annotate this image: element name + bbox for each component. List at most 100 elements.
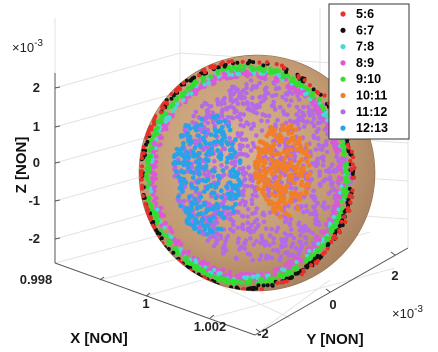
scatter-point (224, 159, 230, 165)
scatter-point (294, 205, 300, 211)
scatter-point (301, 209, 306, 215)
scatter-point (223, 118, 228, 124)
scatter-point (261, 168, 267, 174)
scatter-point (189, 214, 195, 219)
scatter-point (194, 127, 199, 133)
scatter-point (241, 178, 247, 183)
scatter-point (189, 91, 194, 96)
scatter-point (145, 207, 151, 212)
scatter-point (296, 73, 301, 79)
scatter-point (292, 119, 297, 125)
scatter-point (239, 244, 244, 250)
legend-marker (340, 11, 346, 17)
scatter-point (332, 168, 337, 173)
legend-marker (340, 76, 346, 82)
scatter-point (212, 133, 218, 139)
scatter-point (158, 110, 164, 115)
scatter-point (308, 211, 313, 217)
scatter-point (218, 211, 224, 217)
scatter-point (328, 228, 334, 234)
scatter-point (303, 92, 308, 97)
scatter-point (158, 142, 163, 147)
scatter-point (146, 167, 152, 172)
scatter-point (236, 236, 241, 241)
scatter-point (227, 72, 232, 77)
scatter-point (224, 184, 230, 190)
scatter-point (342, 214, 347, 219)
scatter-point (143, 201, 148, 206)
scatter-point (150, 226, 155, 231)
scatter-point (202, 129, 208, 135)
scatter-point (220, 107, 225, 112)
scatter-point (236, 177, 242, 183)
scatter-point (227, 127, 233, 133)
scatter-point (207, 141, 213, 147)
scatter-point (336, 215, 341, 220)
scatter-point (241, 88, 246, 93)
scatter-point (222, 135, 228, 141)
scatter-point (299, 157, 305, 162)
scatter-point (212, 220, 218, 225)
scatter-point (274, 247, 280, 253)
scatter-point (287, 103, 292, 108)
scatter-point (340, 144, 346, 149)
scatter-point (237, 158, 243, 164)
legend-marker (340, 92, 346, 99)
scatter-point (200, 158, 205, 164)
scatter-point (299, 204, 304, 209)
scatter-point (320, 143, 326, 149)
scatter-point (146, 158, 152, 163)
scatter-point (321, 154, 326, 159)
scatter-point (341, 152, 347, 158)
scatter-point (241, 286, 246, 291)
scatter-point (158, 117, 163, 123)
scatter-point (202, 82, 207, 87)
scatter-point (150, 157, 155, 162)
scatter-point (292, 158, 297, 163)
scatter-point (225, 115, 231, 120)
scatter-point (233, 255, 239, 261)
scatter-point (193, 109, 199, 115)
scatter-point (342, 162, 348, 167)
scatter-point (322, 206, 328, 212)
scatter-point (228, 95, 234, 100)
scatter-point (248, 236, 253, 241)
scatter-point (269, 201, 275, 207)
scatter-point (277, 142, 282, 148)
scatter-point (309, 176, 315, 182)
scatter-point (238, 117, 244, 123)
scatter-point (334, 154, 340, 160)
scatter-point (183, 256, 189, 262)
scatter-point (218, 188, 224, 194)
scatter-point (287, 177, 293, 183)
scatter-point (193, 201, 199, 207)
scatter-point (232, 159, 238, 164)
scatter-point (284, 127, 290, 132)
scatter-point (261, 147, 266, 153)
scatter-point (265, 60, 270, 65)
scatter-point (224, 107, 230, 112)
scatter-point (245, 275, 250, 280)
scatter-point (264, 256, 269, 262)
scatter-point (254, 206, 260, 211)
scatter-point (171, 102, 176, 107)
scatter-point (254, 84, 259, 89)
scatter-point (286, 173, 292, 179)
scatter-point (208, 132, 214, 138)
scatter-point (315, 159, 320, 164)
scatter-point (294, 147, 300, 152)
scatter-point (267, 233, 273, 238)
scatter-point (317, 181, 323, 187)
scatter-point (307, 248, 312, 253)
scatter-point (167, 115, 172, 120)
scatter-point (140, 183, 145, 188)
scatter-point (244, 90, 249, 96)
legend-entry: 8:9 (356, 56, 374, 70)
scatter-point (304, 142, 310, 147)
scatter-point (250, 95, 255, 101)
scatter-point (298, 173, 304, 178)
scatter-point (286, 259, 291, 265)
scatter-point (285, 140, 291, 146)
scatter-point (221, 198, 227, 204)
scatter-point (273, 267, 278, 273)
